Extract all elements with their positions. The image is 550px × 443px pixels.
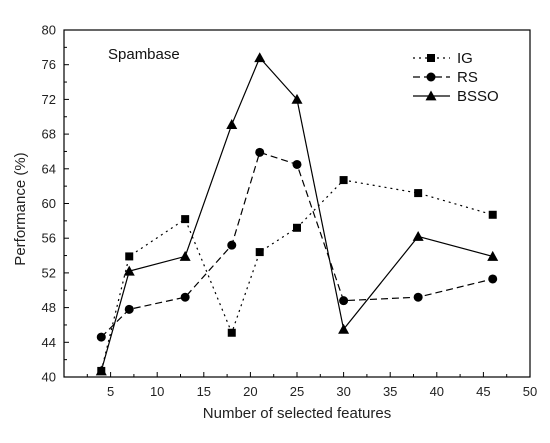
point-bsso [412, 230, 424, 241]
x-axis-label: Number of selected features [203, 405, 391, 422]
x-tick-label: 20 [243, 384, 257, 399]
point-ig [125, 252, 134, 261]
y-tick-label: 68 [42, 127, 56, 142]
y-tick-label: 64 [42, 161, 56, 176]
point-ig [488, 210, 497, 219]
point-ig [181, 215, 190, 224]
point-bsso [487, 250, 499, 261]
series-line-rs [100, 151, 493, 338]
chart-annotation: Spambase [108, 46, 180, 63]
point-rs [292, 159, 302, 169]
point-bsso [291, 93, 303, 104]
point-rs [488, 274, 498, 284]
x-tick-label: 35 [383, 384, 397, 399]
point-bsso [123, 265, 135, 276]
point-legend-rs [426, 72, 436, 82]
series-layer [95, 52, 499, 376]
y-tick-label: 56 [42, 231, 56, 246]
x-tick-label: 30 [336, 384, 350, 399]
series-line-bsso [100, 56, 493, 372]
series-line-ig [100, 179, 493, 372]
point-bsso [254, 52, 266, 63]
x-tick-label: 25 [290, 384, 304, 399]
point-bsso [179, 250, 191, 261]
x-tick-label: 5 [107, 384, 114, 399]
point-legend-ig [427, 54, 435, 62]
point-ig [227, 328, 236, 337]
point-rs [339, 296, 349, 306]
y-tick-label: 76 [42, 57, 56, 72]
y-tick-label: 60 [42, 196, 56, 211]
y-axis-label: Performance (%) [12, 152, 29, 265]
point-rs [413, 292, 423, 302]
point-rs [96, 332, 106, 342]
y-tick-label: 52 [42, 265, 56, 280]
y-tick-label: 72 [42, 92, 56, 107]
point-bsso [95, 365, 107, 376]
x-tick-label: 10 [150, 384, 164, 399]
x-tick-label: 50 [523, 384, 537, 399]
y-tick-label: 44 [42, 335, 56, 350]
point-rs [255, 147, 265, 157]
x-axis: 5 10 15 20 25 30 35 40 45 50 [86, 372, 537, 399]
point-ig [293, 223, 301, 232]
y-axis: 40 44 48 52 56 60 64 68 72 76 80 [42, 23, 69, 385]
point-legend-bsso [425, 90, 437, 101]
y-tick-label: 40 [42, 370, 56, 385]
point-ig [255, 248, 264, 257]
point-bsso [226, 119, 238, 129]
point-ig [339, 176, 348, 185]
x-tick-label: 15 [197, 384, 211, 399]
point-rs [227, 240, 237, 250]
x-tick-label: 40 [430, 384, 444, 399]
y-tick-label: 48 [42, 300, 56, 315]
legend-label-bsso: BSSO [457, 88, 499, 105]
point-rs [124, 304, 134, 314]
x-tick-label: 45 [476, 384, 490, 399]
legend-label-ig: IG [457, 50, 473, 67]
point-rs [180, 292, 190, 302]
point-bsso [338, 323, 350, 334]
y-tick-label: 80 [42, 23, 56, 38]
legend: IG RS BSSO [413, 50, 499, 105]
point-ig [414, 189, 423, 198]
legend-label-rs: RS [457, 69, 478, 86]
